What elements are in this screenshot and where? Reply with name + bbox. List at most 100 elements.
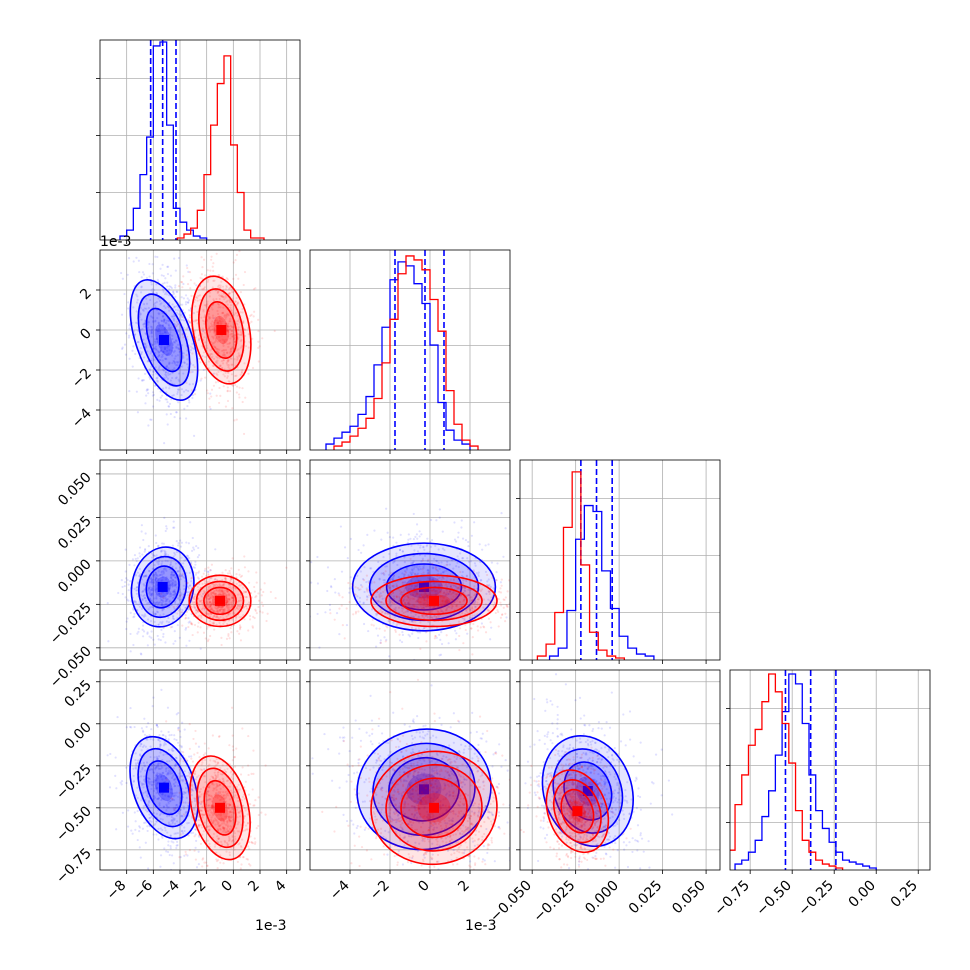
scatter-point — [217, 274, 220, 277]
scatter-point — [206, 792, 209, 796]
scatter-point — [419, 567, 422, 571]
scatter-point — [160, 599, 163, 602]
scatter-point — [207, 638, 210, 641]
density-peak — [429, 595, 439, 606]
scatter-point — [242, 283, 245, 287]
scatter-point — [212, 805, 215, 808]
scatter-point — [455, 603, 458, 607]
scatter-point — [182, 336, 185, 339]
scatter-point — [156, 777, 159, 780]
scatter-point — [228, 637, 231, 640]
scatter-point — [209, 604, 212, 607]
scatter-point — [166, 795, 170, 798]
scatter-point — [208, 330, 212, 333]
scatter-point — [216, 290, 220, 294]
scatter-point — [142, 323, 145, 326]
scatter-point — [203, 569, 206, 572]
scatter-point — [181, 596, 184, 599]
scatter-point — [164, 529, 167, 533]
scatter-point — [365, 574, 369, 577]
contour-line — [370, 574, 498, 628]
scatter-point — [220, 294, 223, 297]
scatter-point — [221, 591, 224, 594]
scatter-point — [174, 562, 177, 565]
scatter-point — [180, 815, 183, 818]
scatter-point — [155, 812, 158, 815]
scatter-point — [354, 610, 358, 613]
scatter-point — [134, 766, 137, 769]
scatter-point — [170, 349, 174, 352]
scatter-point — [174, 553, 177, 556]
scatter-point — [181, 624, 184, 627]
panel-bg — [100, 460, 300, 660]
scatter-point — [457, 620, 461, 623]
scatter-point — [491, 573, 494, 576]
scatter-point — [440, 584, 443, 587]
scatter-point — [371, 618, 374, 621]
scatter-point — [213, 595, 216, 598]
scatter-point — [125, 781, 128, 785]
scatter-point — [170, 788, 173, 791]
scatter-point — [207, 594, 210, 597]
scatter-point — [168, 595, 171, 598]
scatter-point — [152, 359, 155, 362]
scatter-point — [182, 390, 186, 393]
scatter-point — [177, 602, 180, 606]
contour-line — [351, 542, 497, 632]
scatter-point — [158, 733, 161, 737]
scatter-point — [146, 631, 149, 634]
scatter-point — [224, 578, 228, 581]
scatter-point — [207, 570, 210, 574]
scatter-point — [343, 546, 347, 549]
scatter-point — [220, 322, 223, 325]
scatter-point — [161, 575, 164, 579]
scatter-point — [184, 590, 187, 593]
scatter-point — [359, 583, 363, 587]
scatter-point — [157, 796, 161, 800]
scatter-point — [423, 590, 426, 593]
scatter-point — [157, 762, 160, 765]
scatter-point — [219, 819, 223, 822]
scatter-point — [482, 625, 485, 628]
scatter-point — [411, 569, 414, 572]
scatter-point — [248, 618, 252, 621]
scatter-point — [149, 377, 152, 380]
scatter-point — [159, 348, 163, 352]
scatter-point — [464, 539, 468, 542]
scatter-point — [170, 748, 173, 751]
scatter-point — [153, 824, 156, 827]
scatter-point — [190, 794, 193, 797]
scatter-point — [160, 549, 163, 552]
scatter-point — [170, 579, 173, 583]
scatter-point — [125, 627, 128, 631]
scatter-point — [232, 612, 235, 615]
scatter-point — [212, 603, 215, 606]
scatter-point — [206, 798, 209, 802]
scatter-point — [485, 583, 489, 587]
scatter-point — [153, 779, 156, 782]
scatter-point — [170, 326, 173, 329]
scatter-point — [175, 803, 179, 807]
scatter-point — [461, 611, 464, 615]
scatter-point — [203, 775, 207, 778]
scatter-point — [184, 801, 187, 804]
scatter-point — [500, 578, 503, 581]
scatter-point — [213, 345, 216, 348]
scatter-point — [457, 612, 460, 615]
scatter-point — [182, 316, 185, 319]
scatter-point — [174, 580, 177, 583]
scatter-point — [146, 829, 149, 833]
scatter-point — [125, 620, 128, 623]
scatter-point — [155, 292, 158, 295]
scatter-point — [388, 620, 391, 623]
scatter-point — [443, 548, 446, 552]
scatter-point — [207, 585, 210, 589]
scatter-point — [194, 828, 198, 831]
scatter-point — [147, 321, 150, 324]
scatter-point — [140, 749, 143, 752]
scatter-point — [156, 278, 159, 281]
scatter-point — [159, 358, 162, 362]
scatter-point — [218, 297, 221, 301]
scatter-point — [167, 589, 170, 592]
